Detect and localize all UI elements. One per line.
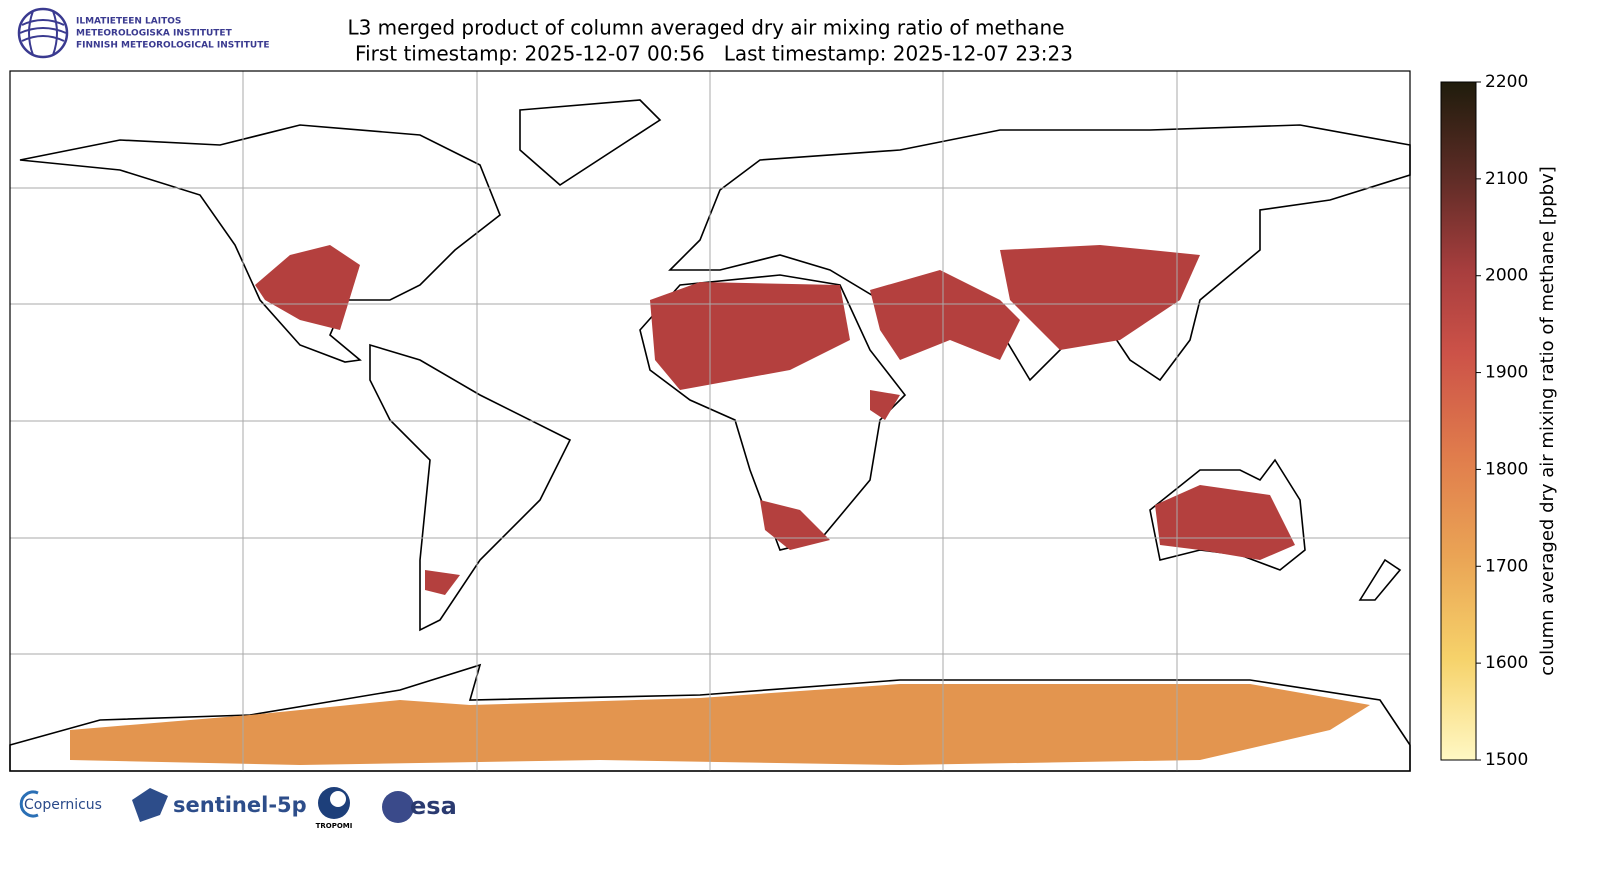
institute-name: ILMATIETEEN LAITOS: [76, 17, 181, 27]
fmi-logo: [17, 7, 69, 59]
colorbar: [1440, 81, 1477, 761]
logo-text: sentinel-5p: [173, 793, 307, 817]
title: L3 merged product of column averaged dry…: [347, 16, 1064, 40]
institute-name: METEOROLOGISKA INSTITUTET: [76, 29, 233, 39]
logo-text: esa: [410, 792, 457, 820]
colorbar-tick-label: 1500: [1485, 750, 1528, 770]
esa-icon: [382, 791, 414, 823]
logo-text: Copernicus: [24, 797, 102, 813]
colorbar-tick-label: 1600: [1485, 653, 1528, 673]
colorbar-tick-label: 1800: [1485, 459, 1528, 479]
colorbar-label: column averaged dry air mixing ratio of …: [1537, 166, 1558, 676]
colorbar-tick-label: 1900: [1485, 363, 1528, 383]
copernicus-icon: [19, 790, 39, 818]
colorbar-tick-label: 2200: [1485, 72, 1528, 92]
institute-name: FINNISH METEOROLOGICAL INSTITUTE: [76, 41, 270, 51]
colorbar-tick-label: 2100: [1485, 169, 1528, 189]
colorbar-tick-label: 2000: [1485, 266, 1528, 286]
map: [9, 70, 1411, 772]
subtitle: First timestamp: 2025-12-07 00:56 Last t…: [355, 42, 1073, 66]
logo-text: TROPOMI: [316, 822, 353, 830]
sentinel-icon: [132, 788, 168, 822]
colorbar-tick-label: 1700: [1485, 556, 1528, 576]
